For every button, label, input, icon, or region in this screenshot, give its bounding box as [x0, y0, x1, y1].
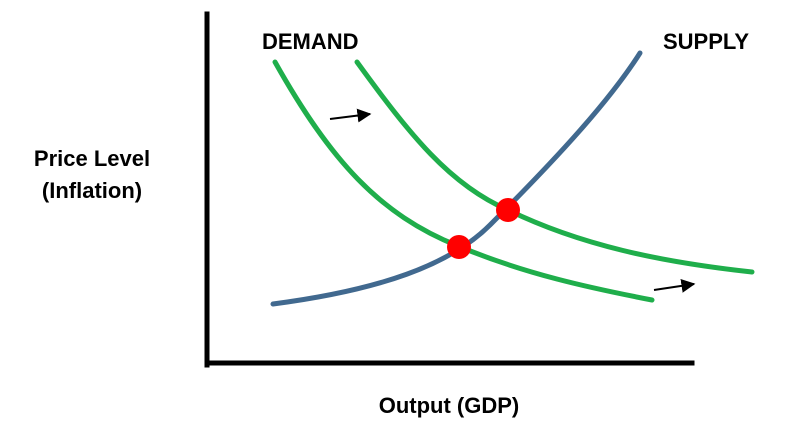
- right-arrow-icon: [329, 108, 372, 123]
- right-arrow-icon: [653, 278, 696, 293]
- supply-curve: [270, 50, 643, 307]
- demand-curve-shifted: [354, 59, 755, 275]
- y-axis-label-line1: Price Level: [34, 146, 150, 171]
- y-axis-label-line2: (Inflation): [42, 178, 142, 203]
- equilibrium-point-new: [496, 198, 520, 222]
- supply-label: SUPPLY: [663, 29, 749, 54]
- equilibrium-point-original: [447, 235, 471, 259]
- x-axis-label: Output (GDP): [379, 393, 520, 418]
- demand-label: DEMAND: [262, 29, 359, 54]
